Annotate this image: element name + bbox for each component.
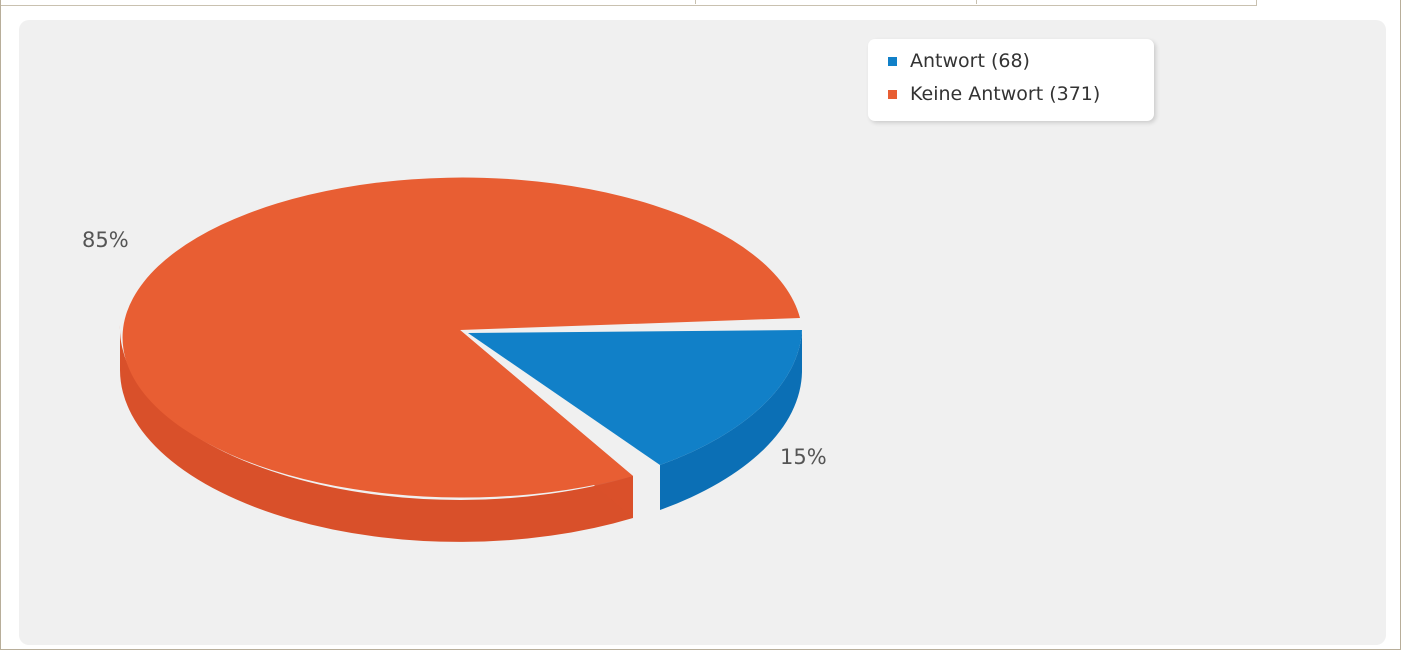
legend-label-keine-antwort: Keine Antwort (371) bbox=[910, 83, 1101, 105]
data-label-keine-antwort: 85% bbox=[82, 228, 129, 252]
top-border-strip bbox=[1, 0, 1257, 6]
top-divider-right bbox=[976, 0, 977, 4]
chart-legend: Antwort (68) Keine Antwort (371) bbox=[868, 39, 1154, 121]
slice-antwort-side bbox=[660, 330, 802, 510]
legend-item-antwort[interactable]: Antwort (68) bbox=[888, 49, 1030, 73]
legend-item-keine-antwort[interactable]: Keine Antwort (371) bbox=[888, 82, 1100, 106]
legend-swatch-keine-antwort bbox=[888, 89, 897, 99]
slice-antwort bbox=[468, 330, 802, 465]
slice-keine-antwort bbox=[122, 177, 800, 498]
top-divider-left bbox=[695, 0, 696, 4]
slice-keine-antwort-side bbox=[119, 325, 634, 542]
legend-label-antwort: Antwort (68) bbox=[910, 50, 1030, 72]
legend-swatch-antwort bbox=[888, 56, 897, 66]
data-label-antwort: 15% bbox=[780, 445, 827, 469]
